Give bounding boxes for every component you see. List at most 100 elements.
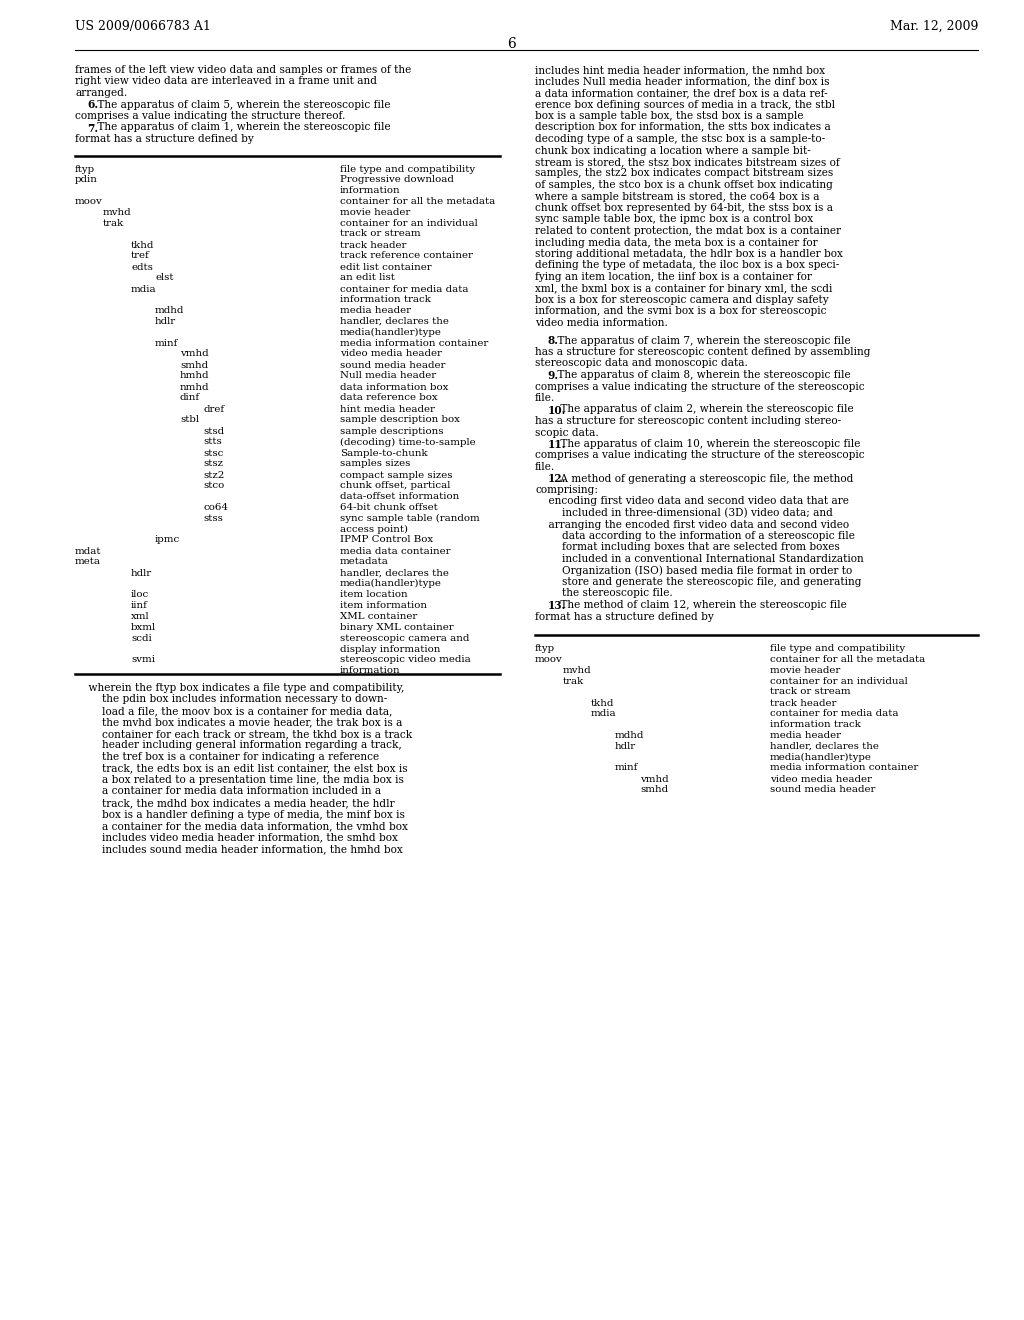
Text: included in three-dimensional (3D) video data; and: included in three-dimensional (3D) video… [535, 508, 833, 519]
Text: stbl: stbl [180, 416, 199, 425]
Text: media(handler)type: media(handler)type [340, 579, 442, 589]
Text: media data container: media data container [340, 546, 451, 556]
Text: The apparatus of claim 2, wherein the stereoscopic file: The apparatus of claim 2, wherein the st… [557, 404, 854, 414]
Text: box is a box for stereoscopic camera and display safety: box is a box for stereoscopic camera and… [535, 294, 828, 305]
Text: tkhd: tkhd [591, 698, 614, 708]
Text: description box for information, the stts box indicates a: description box for information, the stt… [535, 123, 830, 132]
Text: track reference container: track reference container [340, 252, 473, 260]
Text: container for media data: container for media data [340, 285, 469, 293]
Text: scopic data.: scopic data. [535, 428, 599, 437]
Text: sample descriptions: sample descriptions [340, 426, 443, 436]
Text: movie header: movie header [340, 209, 411, 216]
Text: compact sample sizes: compact sample sizes [340, 470, 453, 479]
Text: the mvhd box indicates a movie header, the trak box is a: the mvhd box indicates a movie header, t… [75, 718, 402, 727]
Text: container for each track or stream, the tkhd box is a track: container for each track or stream, the … [75, 729, 413, 739]
Text: chunk box indicating a location where a sample bit-: chunk box indicating a location where a … [535, 145, 811, 156]
Text: The apparatus of claim 5, wherein the stereoscopic file: The apparatus of claim 5, wherein the st… [94, 99, 390, 110]
Text: file type and compatibility: file type and compatibility [770, 644, 905, 653]
Text: video media header: video media header [340, 350, 442, 359]
Text: has a structure for stereoscopic content including stereo-: has a structure for stereoscopic content… [535, 416, 841, 426]
Text: sound media header: sound media header [340, 360, 445, 370]
Text: iloc: iloc [131, 590, 150, 599]
Text: ftyp: ftyp [535, 644, 555, 653]
Text: arranged.: arranged. [75, 88, 127, 98]
Text: samples sizes: samples sizes [340, 459, 411, 469]
Text: svmi: svmi [131, 656, 155, 664]
Text: decoding type of a sample, the stsc box is a sample-to-: decoding type of a sample, the stsc box … [535, 135, 825, 144]
Text: co64: co64 [203, 503, 228, 512]
Text: media(handler)type: media(handler)type [340, 327, 442, 337]
Text: related to content protection, the mdat box is a container: related to content protection, the mdat … [535, 226, 841, 236]
Text: 6.: 6. [88, 99, 98, 111]
Text: The apparatus of claim 7, wherein the stereoscopic file: The apparatus of claim 7, wherein the st… [554, 335, 851, 346]
Text: The apparatus of claim 10, wherein the stereoscopic file: The apparatus of claim 10, wherein the s… [557, 440, 861, 449]
Text: video media header: video media header [770, 775, 871, 784]
Text: the pdin box includes information necessary to down-: the pdin box includes information necess… [75, 694, 387, 705]
Text: track header: track header [340, 240, 407, 249]
Text: the tref box is a container for indicating a reference: the tref box is a container for indicati… [75, 752, 379, 762]
Text: data according to the information of a stereoscopic file: data according to the information of a s… [535, 531, 855, 541]
Text: XML container: XML container [340, 612, 417, 620]
Text: The method of claim 12, wherein the stereoscopic file: The method of claim 12, wherein the ster… [557, 601, 847, 610]
Text: moov: moov [535, 655, 563, 664]
Text: sound media header: sound media header [770, 785, 876, 795]
Text: tref: tref [131, 252, 150, 260]
Text: track, the mdhd box indicates a media header, the hdlr: track, the mdhd box indicates a media he… [75, 799, 394, 808]
Text: media(handler)type: media(handler)type [770, 752, 871, 762]
Text: 8.: 8. [548, 335, 559, 346]
Text: information track: information track [770, 719, 861, 729]
Text: chunk offset, partical: chunk offset, partical [340, 482, 451, 491]
Text: bxml: bxml [131, 623, 156, 632]
Text: binary XML container: binary XML container [340, 623, 454, 632]
Text: access point): access point) [340, 524, 408, 533]
Text: includes sound media header information, the hmhd box: includes sound media header information,… [75, 843, 402, 854]
Text: information, and the svmi box is a box for stereoscopic: information, and the svmi box is a box f… [535, 306, 826, 317]
Text: track or stream: track or stream [340, 230, 421, 239]
Text: sync sample table box, the ipmc box is a control box: sync sample table box, the ipmc box is a… [535, 214, 813, 224]
Text: chunk offset box represented by 64-bit, the stss box is a: chunk offset box represented by 64-bit, … [535, 203, 833, 213]
Text: media information container: media information container [770, 763, 919, 772]
Text: stsc: stsc [203, 449, 223, 458]
Text: ftyp: ftyp [75, 165, 95, 173]
Text: media header: media header [340, 306, 411, 315]
Text: trak: trak [103, 219, 124, 228]
Text: tkhd: tkhd [131, 240, 155, 249]
Text: 9.: 9. [548, 370, 559, 381]
Text: store and generate the stereoscopic file, and generating: store and generate the stereoscopic file… [535, 577, 861, 587]
Text: information: information [340, 186, 400, 195]
Text: stsd: stsd [203, 426, 224, 436]
Text: track or stream: track or stream [770, 688, 851, 697]
Text: xml, the bxml box is a container for binary xml, the scdi: xml, the bxml box is a container for bin… [535, 284, 833, 293]
Text: data-offset information: data-offset information [340, 492, 459, 502]
Text: mvhd: mvhd [103, 209, 132, 216]
Text: metadata: metadata [340, 557, 389, 566]
Text: included in a conventional International Standardization: included in a conventional International… [535, 554, 864, 564]
Text: data reference box: data reference box [340, 393, 437, 403]
Text: video media information.: video media information. [535, 318, 668, 327]
Text: format has a structure defined by: format has a structure defined by [75, 135, 254, 144]
Text: hint media header: hint media header [340, 404, 435, 413]
Text: box is a handler defining a type of media, the minf box is: box is a handler defining a type of medi… [75, 809, 404, 820]
Text: includes video media header information, the smhd box: includes video media header information,… [75, 833, 398, 842]
Text: container for media data: container for media data [770, 710, 898, 718]
Text: container for an individual: container for an individual [770, 677, 907, 686]
Text: includes Null media header information, the dinf box is: includes Null media header information, … [535, 77, 829, 87]
Text: comprises a value indicating the structure of the stereoscopic: comprises a value indicating the structu… [535, 450, 864, 461]
Text: track header: track header [770, 698, 837, 708]
Text: mdhd: mdhd [155, 306, 184, 315]
Text: IPMP Control Box: IPMP Control Box [340, 536, 433, 544]
Text: pdin: pdin [75, 176, 98, 185]
Text: Organization (ISO) based media file format in order to: Organization (ISO) based media file form… [535, 565, 852, 576]
Text: 10.: 10. [548, 404, 566, 416]
Text: iinf: iinf [131, 601, 147, 610]
Text: minf: minf [155, 338, 178, 347]
Text: fying an item location, the iinf box is a container for: fying an item location, the iinf box is … [535, 272, 812, 282]
Text: vmhd: vmhd [640, 775, 669, 784]
Text: 7.: 7. [88, 123, 98, 133]
Text: 11.: 11. [548, 440, 566, 450]
Text: Progressive download: Progressive download [340, 176, 454, 185]
Text: The apparatus of claim 1, wherein the stereoscopic file: The apparatus of claim 1, wherein the st… [94, 123, 390, 132]
Text: file.: file. [535, 462, 555, 473]
Text: box is a sample table box, the stsd box is a sample: box is a sample table box, the stsd box … [535, 111, 804, 121]
Text: where a sample bitstream is stored, the co64 box is a: where a sample bitstream is stored, the … [535, 191, 819, 202]
